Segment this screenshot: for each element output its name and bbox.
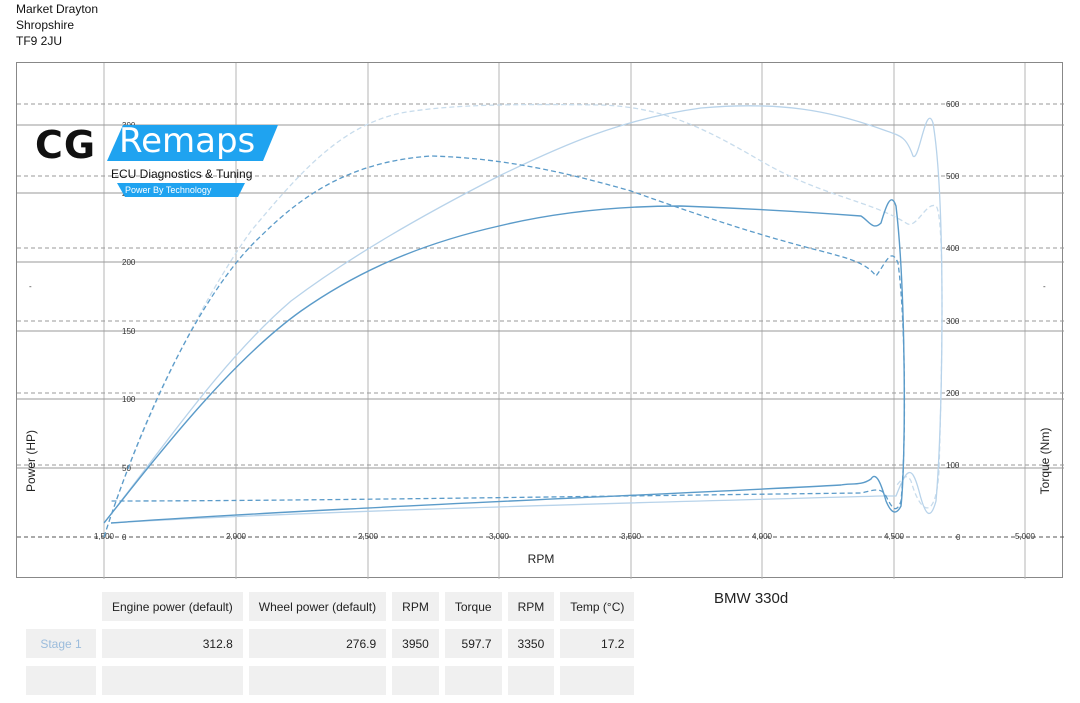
svg-text:400: 400	[946, 244, 960, 253]
header-torque: Torque	[444, 592, 502, 621]
address-line-3: TF9 2JU	[16, 34, 63, 48]
cell-torque	[444, 666, 502, 695]
svg-text:4,000: 4,000	[752, 532, 773, 541]
header-blank	[26, 592, 96, 621]
svg-text:300: 300	[946, 317, 960, 326]
header-engine-power: Engine power (default)	[102, 592, 243, 621]
cell-rpm-torque	[507, 666, 555, 695]
svg-text:600: 600	[946, 100, 960, 109]
logo-subtag: Power By Technology	[125, 185, 212, 195]
svg-text:3,500: 3,500	[621, 532, 642, 541]
cell-temp: 17.2	[560, 629, 635, 658]
svg-text:50: 50	[122, 464, 131, 473]
cell-rpm-torque: 3350	[507, 629, 555, 658]
logo-banner-shape	[107, 125, 278, 161]
results-table: Engine power (default) Wheel power (defa…	[20, 584, 640, 703]
chart-plot-area: 300 250 200 150 100 50 0 600 500 400 300…	[17, 63, 1064, 579]
dyno-chart: 300 250 200 150 100 50 0 600 500 400 300…	[16, 62, 1064, 579]
cell-torque: 597.7	[444, 629, 502, 658]
address-line-1: Market Drayton	[16, 2, 99, 16]
cell-engine-power: 312.8	[102, 629, 243, 658]
stock-torque-curve	[103, 155, 906, 538]
header-rpm-power: RPM	[392, 592, 439, 621]
svg-text:100: 100	[946, 461, 960, 470]
header-rpm-torque: RPM	[507, 592, 555, 621]
stage1-torque-curve	[103, 103, 943, 538]
svg-text:500: 500	[946, 172, 960, 181]
svg-text:3,000: 3,000	[489, 532, 510, 541]
results-table-container: Engine power (default) Wheel power (defa…	[20, 584, 640, 703]
svg-text:4,500: 4,500	[884, 532, 905, 541]
logo-cg-text: CG	[35, 123, 97, 167]
dealer-address: Market Drayton Shropshire TF9 2JU	[16, 1, 98, 49]
y-axis-title: Power (HP)	[24, 430, 38, 492]
cell-rpm-power: 3950	[392, 629, 439, 658]
address-line-2: Shropshire	[16, 18, 75, 32]
table-header-row: Engine power (default) Wheel power (defa…	[26, 592, 635, 621]
table-row	[26, 666, 635, 695]
torque-axis-ticks: 600 500 400 300 200 100 0	[946, 100, 961, 542]
svg-text:2,000: 2,000	[226, 532, 247, 541]
table-row: Stage 1 312.8 276.9 3950 597.7 3350 17.2	[26, 629, 635, 658]
logo-tagline: ECU Diagnostics & Tuning	[111, 167, 253, 181]
right-marker: -	[1043, 282, 1046, 291]
cell-engine-power	[102, 666, 243, 695]
cell-wheel-power: 276.9	[248, 629, 387, 658]
svg-text:0: 0	[122, 533, 127, 542]
svg-text:0: 0	[956, 533, 961, 542]
cell-temp	[560, 666, 635, 695]
header-wheel-power: Wheel power (default)	[248, 592, 387, 621]
row-label	[26, 666, 96, 695]
x-axis-title: RPM	[528, 552, 555, 566]
left-marker: -	[29, 282, 32, 291]
cell-wheel-power	[248, 666, 387, 695]
svg-text:100: 100	[122, 395, 136, 404]
cg-remaps-logo: CG Remaps ECU Diagnostics & Tuning Power…	[33, 121, 283, 201]
vehicle-name: BMW 330d	[714, 590, 789, 607]
logo-subtag-shape	[117, 183, 245, 197]
cell-rpm-power	[392, 666, 439, 695]
stage1-power-curve	[103, 105, 943, 524]
svg-text:5,000: 5,000	[1015, 532, 1036, 541]
svg-text:200: 200	[122, 258, 136, 267]
logo-remaps-text: Remaps	[119, 121, 256, 161]
svg-text:150: 150	[122, 327, 136, 336]
stock-power-curve	[103, 199, 905, 524]
header-temp: Temp (°C)	[560, 592, 635, 621]
svg-text:200: 200	[946, 389, 960, 398]
row-label: Stage 1	[26, 629, 96, 658]
svg-text:2,500: 2,500	[358, 532, 379, 541]
y2-axis-title: Torque (Nm)	[1038, 428, 1052, 495]
